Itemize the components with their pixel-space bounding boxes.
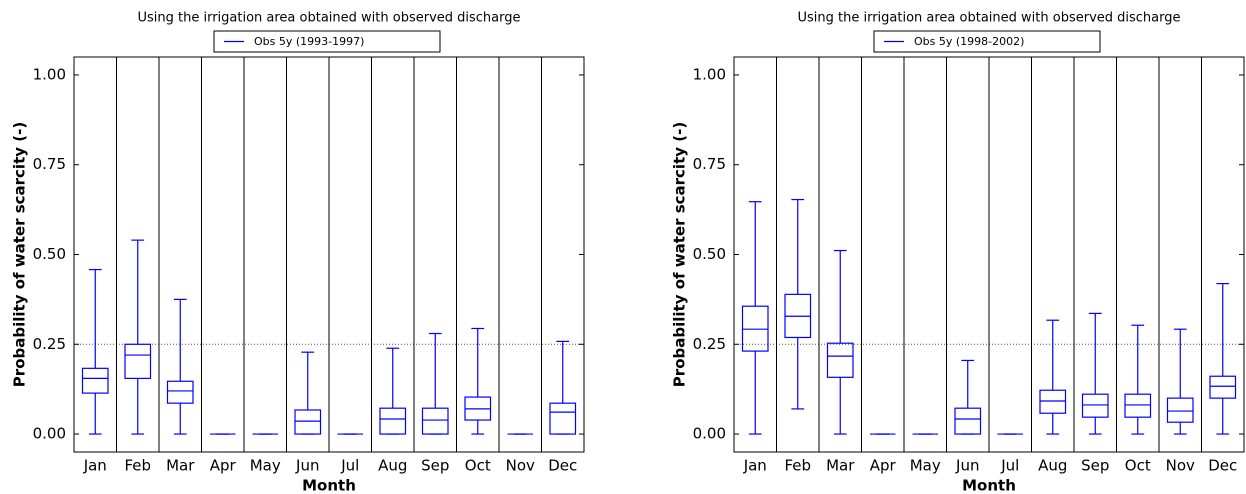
chart-title: Using the irrigation area obtained with … <box>797 11 1180 26</box>
y-tick-label: 0.75 <box>33 155 66 173</box>
x-tick-label: Nov <box>506 457 535 475</box>
box <box>1166 397 1194 423</box>
box <box>1081 393 1109 418</box>
box <box>1209 375 1237 399</box>
x-tick-label: Feb <box>124 457 151 475</box>
y-tick-label: 0.25 <box>33 335 66 353</box>
x-tick-label: Nov <box>1166 457 1195 475</box>
x-tick-label: Sep <box>421 457 449 475</box>
x-tick-label: Aug <box>1038 457 1067 475</box>
chart-title: Using the irrigation area obtained with … <box>137 11 520 26</box>
x-tick-label: Apr <box>210 457 237 475</box>
x-tick-label: Dec <box>548 457 577 475</box>
y-tick-label: 0.50 <box>33 245 66 263</box>
y-tick-label: 0.25 <box>693 335 726 353</box>
x-tick-label: Sep <box>1081 457 1109 475</box>
x-tick-label: Jun <box>955 457 979 475</box>
x-tick-label: Apr <box>870 457 897 475</box>
y-tick-label: 0.00 <box>33 425 66 443</box>
legend-box <box>213 30 441 53</box>
x-tick-label: Jul <box>340 457 359 475</box>
x-tick-label: Jan <box>83 457 107 475</box>
legend-label: Obs 5y (1998-2002) <box>914 35 1024 48</box>
box <box>549 402 577 435</box>
x-tick-label: Oct <box>465 457 491 475</box>
box <box>421 407 449 435</box>
box <box>294 409 322 435</box>
legend-label: Obs 5y (1993-1997) <box>254 35 364 48</box>
box <box>379 407 407 435</box>
box <box>1124 393 1152 418</box>
y-axis-label: Probability of water scarcity (-) <box>11 122 29 387</box>
x-axis-label: Month <box>962 477 1016 494</box>
box <box>826 342 854 378</box>
x-tick-label: Mar <box>826 457 855 475</box>
box <box>166 380 194 404</box>
x-tick-label: Dec <box>1208 457 1237 475</box>
box <box>954 407 982 435</box>
x-tick-label: Aug <box>378 457 407 475</box>
x-tick-label: May <box>250 457 281 475</box>
y-tick-label: 0.00 <box>693 425 726 443</box>
box <box>124 343 152 379</box>
x-tick-label: Oct <box>1125 457 1151 475</box>
y-tick-label: 1.00 <box>693 65 726 83</box>
legend-box <box>873 30 1101 53</box>
x-tick-label: Mar <box>166 457 195 475</box>
x-axis-label: Month <box>302 477 356 494</box>
box <box>81 367 109 394</box>
y-tick-label: 1.00 <box>33 65 66 83</box>
y-axis-label: Probability of water scarcity (-) <box>671 122 689 387</box>
y-tick-label: 0.50 <box>693 245 726 263</box>
x-tick-label: Jun <box>295 457 319 475</box>
x-tick-label: Jul <box>1000 457 1019 475</box>
x-tick-label: Feb <box>784 457 811 475</box>
box <box>1039 389 1067 414</box>
x-tick-label: May <box>910 457 941 475</box>
x-tick-label: Jan <box>743 457 767 475</box>
y-tick-label: 0.75 <box>693 155 726 173</box>
